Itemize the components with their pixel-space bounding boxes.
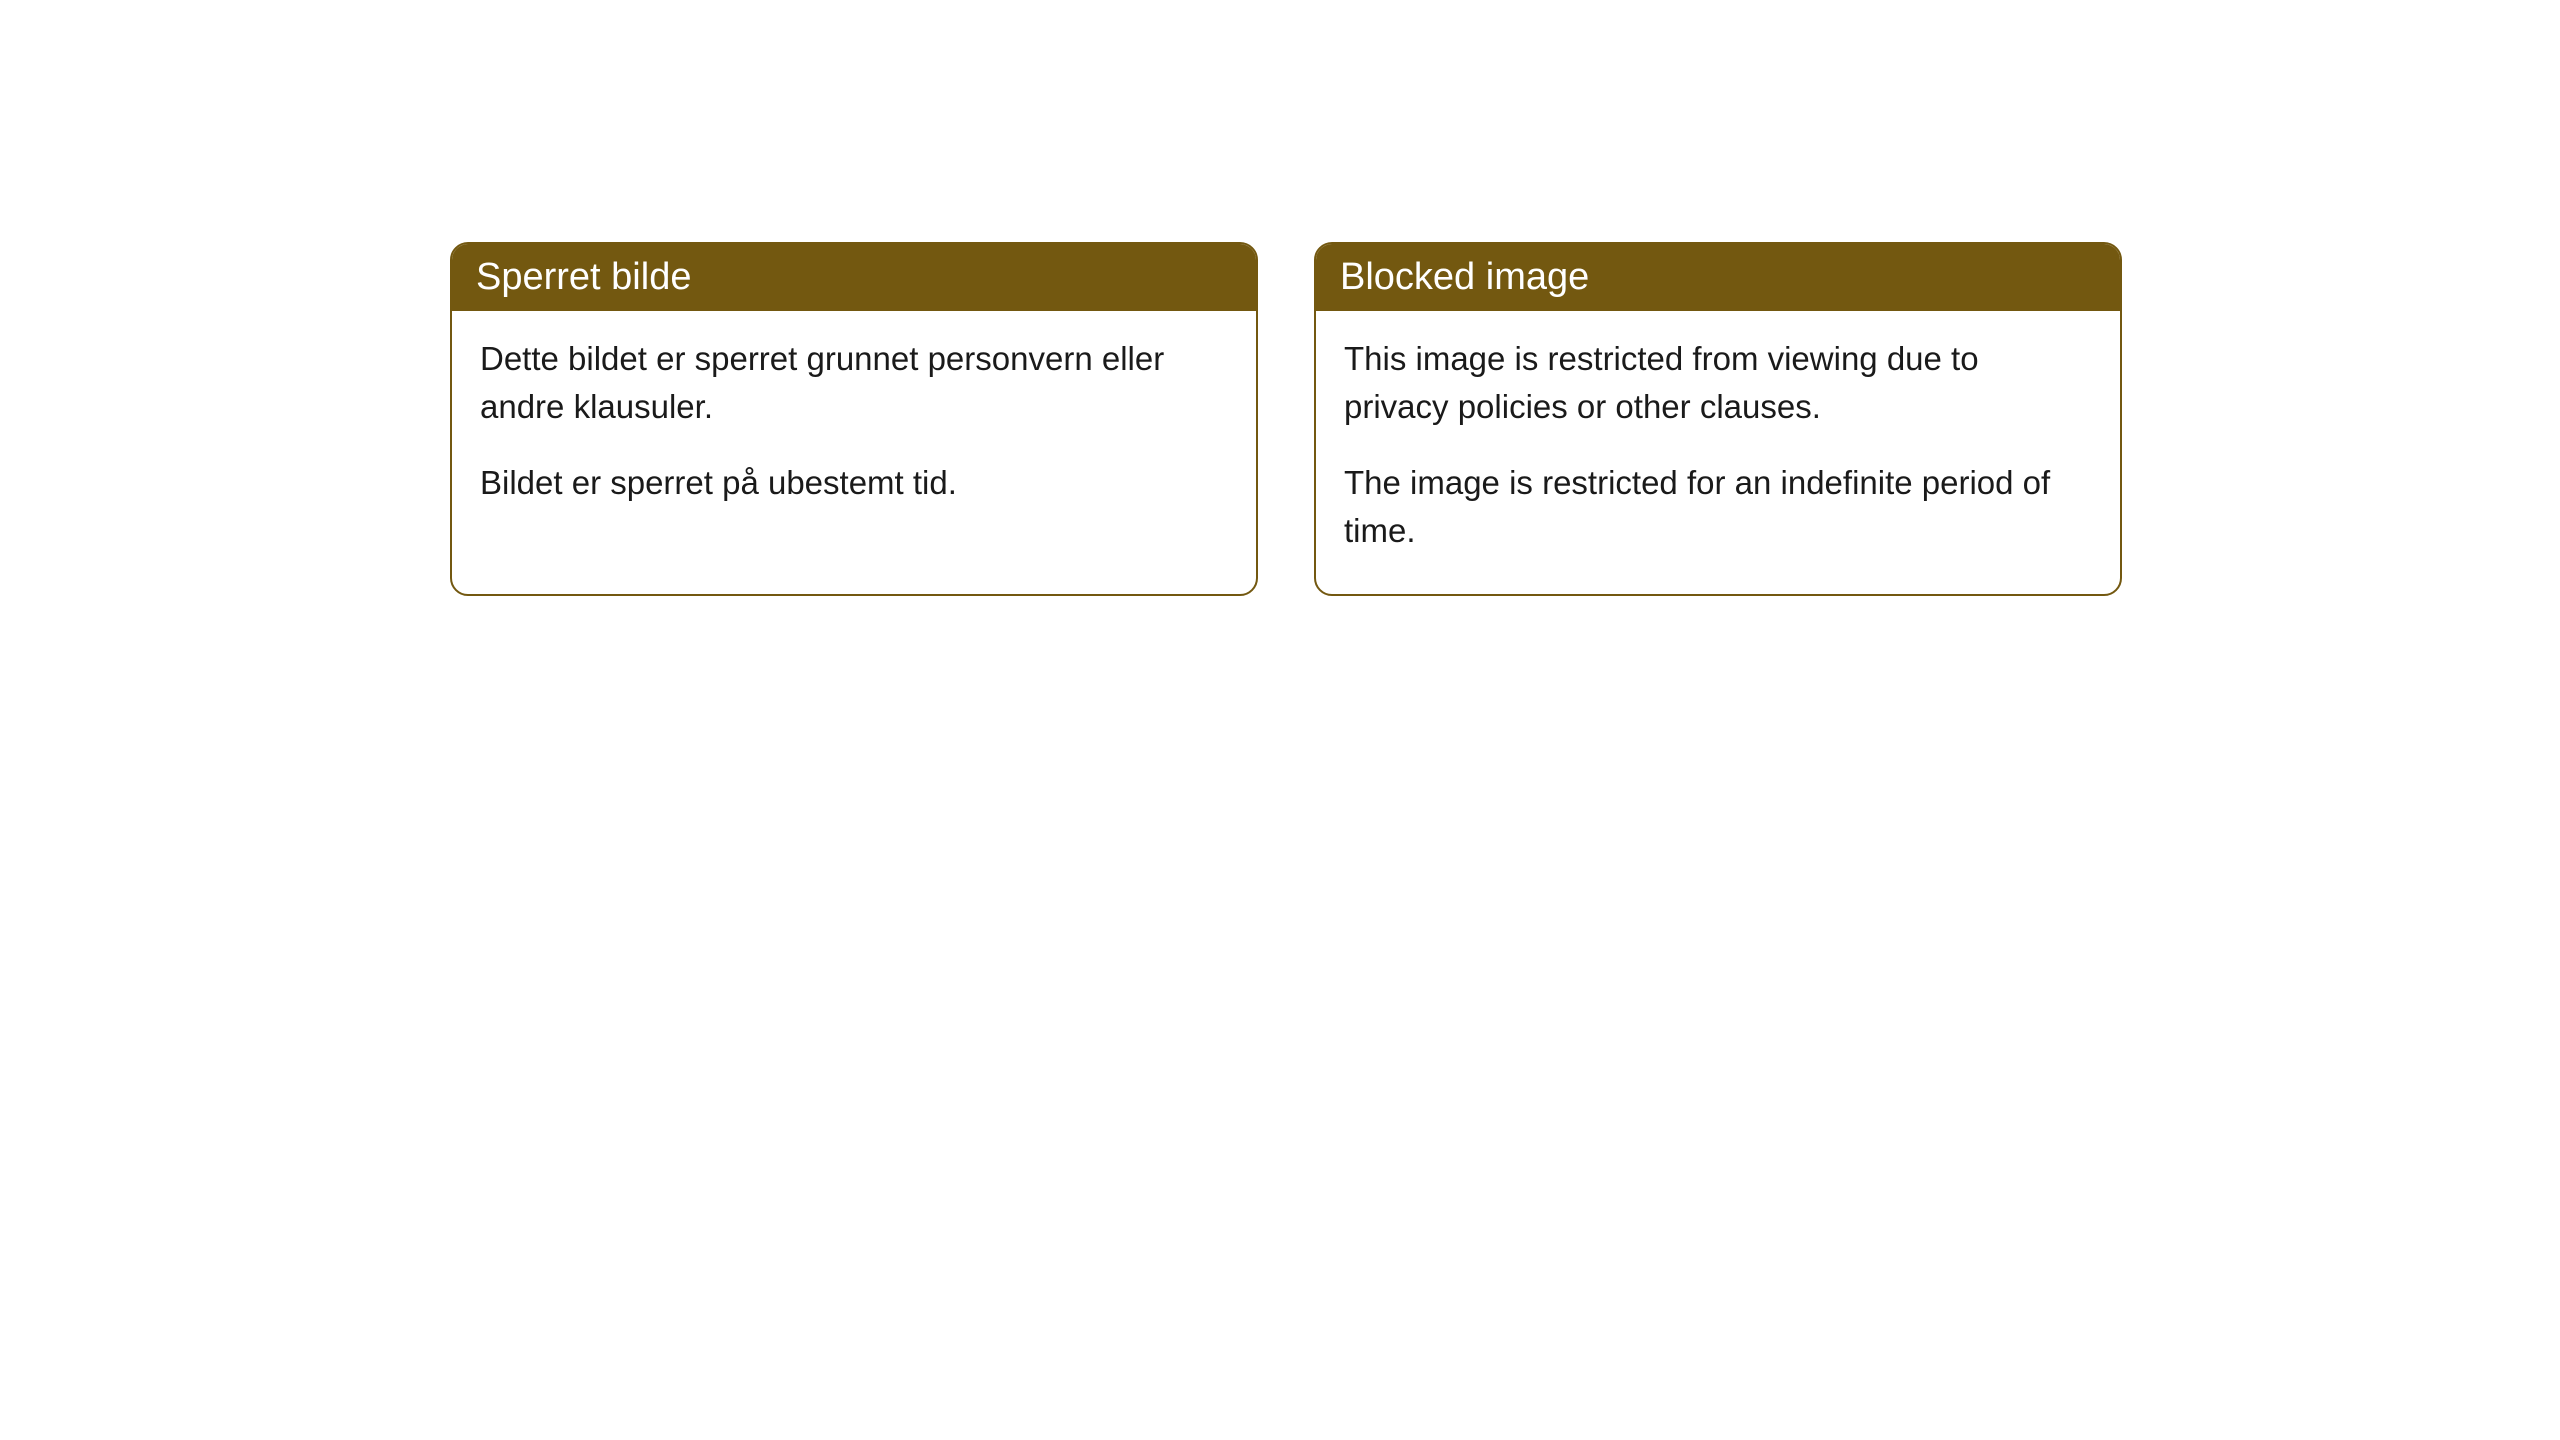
card-paragraph: Dette bildet er sperret grunnet personve… <box>480 335 1228 431</box>
card-body: Dette bildet er sperret grunnet personve… <box>452 311 1256 547</box>
blocked-image-card-norwegian: Sperret bilde Dette bildet er sperret gr… <box>450 242 1258 596</box>
card-header: Blocked image <box>1316 244 2120 311</box>
blocked-image-card-english: Blocked image This image is restricted f… <box>1314 242 2122 596</box>
card-paragraph: This image is restricted from viewing du… <box>1344 335 2092 431</box>
card-body: This image is restricted from viewing du… <box>1316 311 2120 594</box>
notice-cards-container: Sperret bilde Dette bildet er sperret gr… <box>450 242 2122 596</box>
card-paragraph: Bildet er sperret på ubestemt tid. <box>480 459 1228 507</box>
card-header: Sperret bilde <box>452 244 1256 311</box>
card-paragraph: The image is restricted for an indefinit… <box>1344 459 2092 555</box>
